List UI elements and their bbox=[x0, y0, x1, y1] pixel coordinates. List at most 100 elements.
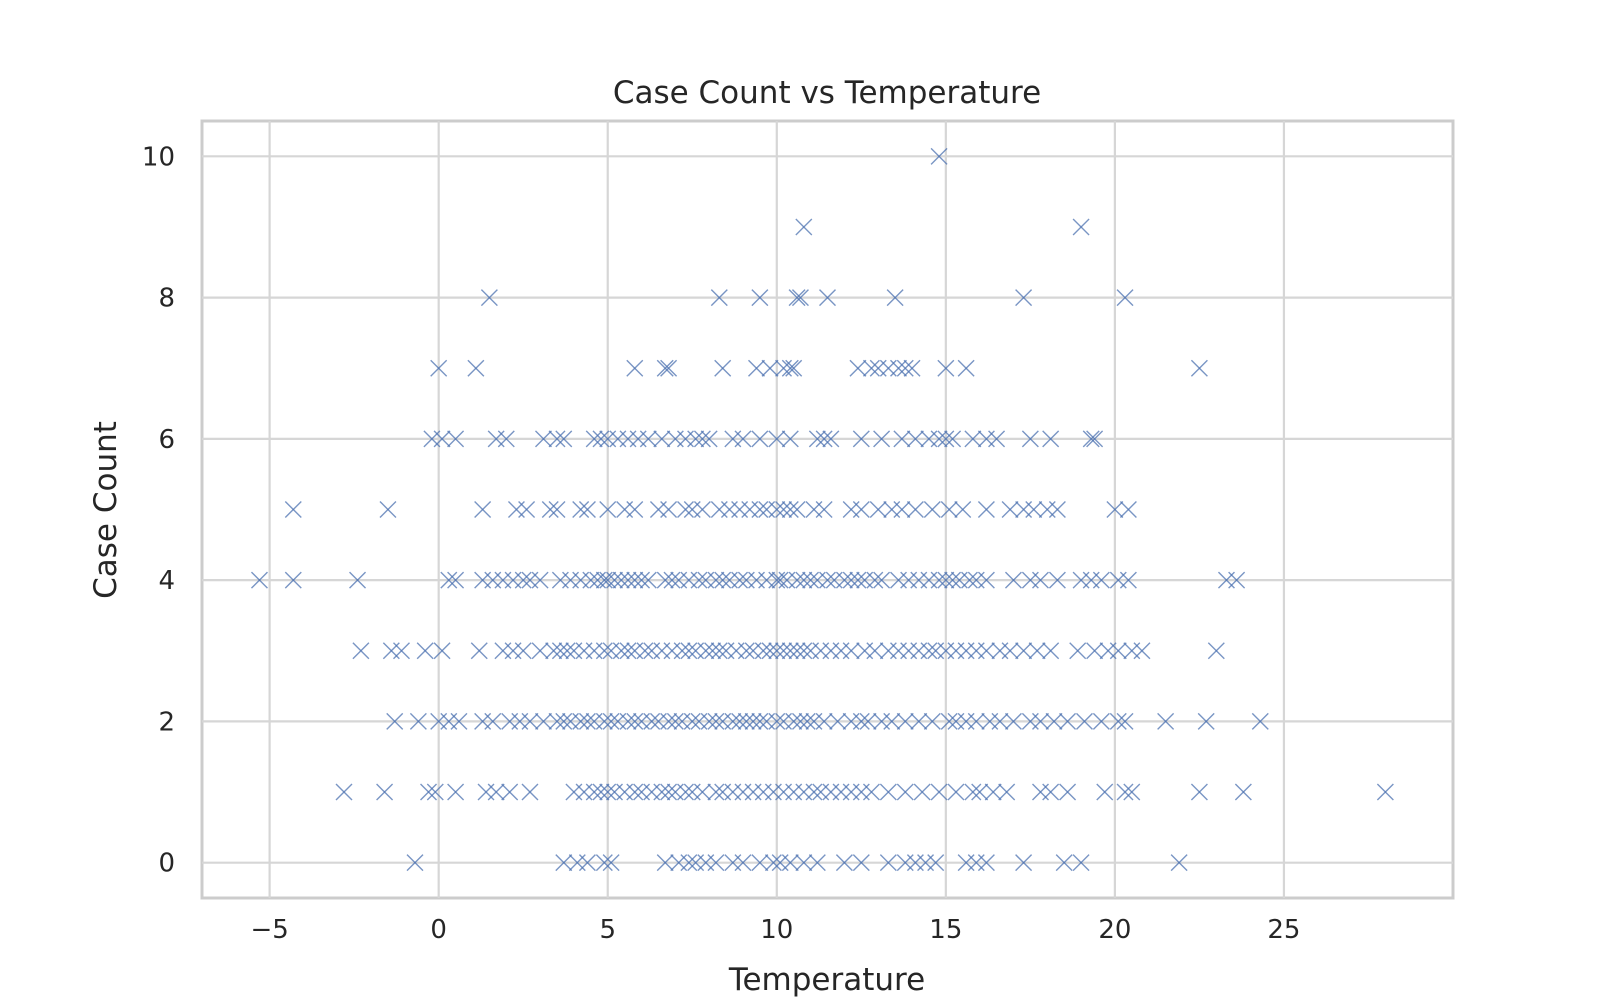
scatter-point bbox=[470, 642, 488, 660]
scatter-point bbox=[923, 712, 941, 730]
scatter-point bbox=[751, 712, 769, 730]
scatter-point bbox=[862, 359, 880, 377]
scatter-point bbox=[626, 571, 644, 589]
scatter-point bbox=[879, 783, 897, 801]
scatter-point bbox=[521, 783, 539, 801]
x-tick-label: 20 bbox=[1098, 915, 1131, 945]
scatter-point bbox=[518, 501, 536, 518]
scatter-point bbox=[1045, 712, 1063, 730]
scatter-point bbox=[450, 712, 468, 730]
scatter-point bbox=[731, 712, 749, 730]
scatter-point bbox=[737, 712, 755, 730]
scatter-point bbox=[619, 712, 637, 730]
scatter-point bbox=[680, 642, 698, 660]
scatter-point bbox=[1069, 642, 1087, 660]
scatter-point bbox=[619, 571, 637, 589]
scatter-point bbox=[690, 571, 708, 589]
scatter-point bbox=[815, 712, 833, 730]
y-tick-labels: 0 2 4 6 8 10 bbox=[142, 142, 175, 878]
scatter-point bbox=[906, 501, 924, 518]
scatter-point bbox=[791, 289, 809, 307]
scatter-point bbox=[707, 854, 725, 872]
scatter-point bbox=[349, 571, 367, 589]
scatter-point bbox=[531, 642, 549, 660]
scatter-point bbox=[595, 854, 613, 872]
scatter-point bbox=[785, 359, 803, 377]
scatter-point bbox=[890, 359, 907, 377]
scatter-point bbox=[768, 430, 786, 448]
scatter-point bbox=[680, 854, 698, 872]
scatter-point bbox=[467, 359, 485, 377]
scatter-point bbox=[514, 642, 532, 660]
scatter-point bbox=[572, 501, 590, 518]
scatter-point bbox=[1059, 783, 1077, 801]
scatter-point bbox=[599, 571, 617, 589]
scatter-point bbox=[1032, 571, 1050, 589]
scatter-point bbox=[663, 571, 681, 589]
scatter-point bbox=[930, 571, 948, 589]
scatter-point bbox=[781, 501, 799, 518]
scatter-point bbox=[798, 712, 816, 730]
scatter-point bbox=[1234, 783, 1252, 801]
scatter-point bbox=[991, 712, 1009, 730]
scatter-point bbox=[707, 571, 725, 589]
scatter-point bbox=[643, 712, 661, 730]
x-tick-label: 10 bbox=[760, 915, 793, 945]
scatter-point bbox=[964, 430, 982, 448]
scatter-point bbox=[849, 359, 867, 377]
scatter-point bbox=[1042, 783, 1060, 801]
y-tick-label: 10 bbox=[142, 142, 175, 172]
scatter-point bbox=[707, 712, 725, 730]
y-tick-label: 8 bbox=[158, 284, 175, 314]
scatter-point bbox=[866, 571, 884, 589]
scatter-point bbox=[660, 359, 678, 377]
scatter-point bbox=[954, 501, 972, 518]
scatter-point bbox=[626, 359, 644, 377]
scatter-point bbox=[521, 712, 539, 730]
scatter-point bbox=[416, 642, 434, 660]
scatter-point bbox=[633, 571, 651, 589]
scatter-point bbox=[977, 571, 995, 589]
scatter-point bbox=[795, 854, 813, 872]
scatter-point bbox=[883, 712, 901, 730]
scatter-point bbox=[761, 642, 779, 660]
scatter-point bbox=[626, 712, 644, 730]
scatter-point bbox=[626, 501, 644, 518]
scatter-point bbox=[551, 642, 569, 660]
scatter-point bbox=[940, 712, 958, 730]
scatter-point bbox=[704, 642, 722, 660]
scatter-point bbox=[599, 783, 617, 801]
scatter-point bbox=[1015, 642, 1033, 660]
scatter-point bbox=[1004, 712, 1022, 730]
scatter-point bbox=[447, 430, 465, 448]
scatter-point bbox=[420, 783, 438, 801]
scatter-point bbox=[788, 289, 806, 307]
scatter-point bbox=[1116, 712, 1134, 730]
scatter-point bbox=[1190, 783, 1208, 801]
x-tick-label: 15 bbox=[929, 915, 962, 945]
scatter-point bbox=[660, 712, 678, 730]
scatter-point bbox=[859, 712, 877, 730]
scatter-point bbox=[937, 430, 955, 448]
scatter-point bbox=[775, 642, 793, 660]
scatter-point bbox=[913, 783, 931, 801]
scatter-point bbox=[578, 854, 596, 872]
scatter-point bbox=[734, 854, 752, 872]
scatter-point bbox=[653, 783, 671, 801]
scatter-point bbox=[866, 642, 884, 660]
scatter-point bbox=[1116, 783, 1134, 801]
scatter-point bbox=[1004, 571, 1022, 589]
scatter-point bbox=[376, 783, 394, 801]
scatter-point bbox=[592, 783, 610, 801]
scatter-point bbox=[1133, 642, 1151, 660]
y-tick-label: 2 bbox=[158, 707, 175, 737]
scatter-point bbox=[893, 501, 911, 518]
scatter-point bbox=[754, 642, 772, 660]
scatter-point bbox=[768, 501, 786, 518]
scatter-point bbox=[447, 783, 465, 801]
scatter-point bbox=[1042, 642, 1060, 660]
scatter-point bbox=[822, 430, 840, 448]
scatter-point bbox=[1170, 854, 1188, 872]
scatter-point bbox=[781, 430, 799, 448]
